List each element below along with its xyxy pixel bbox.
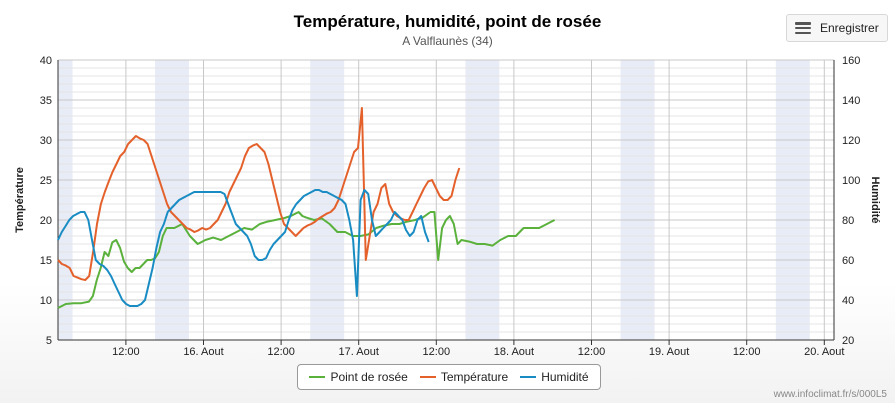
night-band — [620, 60, 655, 340]
night-band — [58, 60, 73, 340]
series-line-1 — [57, 107, 461, 281]
y-left-tick-label: 40 — [40, 55, 52, 67]
legend-swatch-temperature — [419, 376, 436, 378]
y-left-axis-title: Température — [14, 167, 26, 233]
night-band — [465, 60, 500, 340]
y-right-tick-label: 120 — [842, 135, 860, 147]
legend: Point de rosée Température Humidité — [297, 364, 601, 390]
y-right-tick-label: 140 — [842, 95, 860, 107]
x-tick-label: 20. Aout — [804, 346, 844, 358]
x-tick-label: 12:00 — [267, 346, 295, 358]
x-tick-label: 12:00 — [423, 346, 451, 358]
menu-icon — [795, 22, 811, 34]
legend-swatch-dewpoint — [309, 376, 326, 378]
y-left-tick-label: 10 — [40, 295, 52, 307]
x-tick-label: 16. Aout — [183, 346, 223, 358]
x-tick-label: 12:00 — [733, 346, 761, 358]
night-band — [155, 60, 189, 340]
y-right-tick-label: 80 — [842, 215, 854, 227]
legend-label: Température — [440, 370, 509, 384]
chart-title: Température, humidité, point de rosée — [293, 12, 602, 31]
y-left-tick-label: 25 — [40, 175, 52, 187]
series-line-0 — [57, 211, 556, 309]
export-menu-button[interactable]: Enregistrer — [786, 14, 888, 42]
y-right-tick-label: 60 — [842, 255, 854, 267]
y-left-tick-label: 15 — [40, 255, 52, 267]
legend-item-point-de-rosee[interactable]: Point de rosée — [309, 370, 408, 384]
y-left-tick-label: 30 — [40, 135, 52, 147]
night-band — [775, 60, 810, 340]
source-credit: www.infoclimat.fr/s/000L5 — [773, 389, 887, 400]
legend-swatch-humidity — [520, 376, 537, 378]
y-right-axis-title: Humidité — [869, 176, 881, 223]
series-line-2 — [57, 189, 430, 307]
y-right-tick-label: 40 — [842, 295, 854, 307]
export-label: Enregistrer — [820, 21, 879, 35]
legend-item-humidite[interactable]: Humidité — [520, 370, 589, 384]
legend-item-temperature[interactable]: Température — [419, 370, 509, 384]
chart-subtitle: A Valflaunès (34) — [402, 34, 493, 48]
legend-label: Point de rosée — [330, 370, 408, 384]
x-tick-label: 12:00 — [578, 346, 606, 358]
x-tick-label: 17. Aout — [339, 346, 379, 358]
x-tick-label: 19. Aout — [649, 346, 689, 358]
x-tick-label: 18. Aout — [494, 346, 534, 358]
y-right-tick-label: 100 — [842, 175, 860, 187]
y-left-tick-label: 20 — [40, 215, 52, 227]
legend-label: Humidité — [541, 370, 589, 384]
y-left-tick-label: 5 — [46, 335, 52, 347]
y-right-tick-label: 160 — [842, 55, 860, 67]
y-right-tick-label: 20 — [842, 335, 854, 347]
x-tick-label: 12:00 — [112, 346, 140, 358]
y-left-tick-label: 35 — [40, 95, 52, 107]
